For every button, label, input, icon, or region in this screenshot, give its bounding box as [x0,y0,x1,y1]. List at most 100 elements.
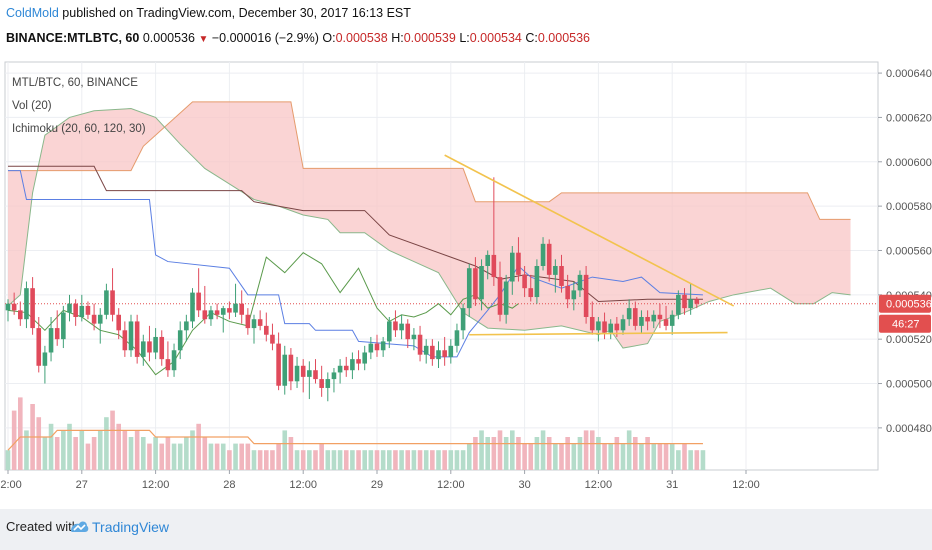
candle-body [5,303,11,311]
candle-body [307,370,312,377]
time-axis[interactable]: 12:00 27 12:00 28 12:00 29 12:00 30 12:00 31 12:00 [0,470,760,491]
volume-bar [282,430,288,470]
high-value: 0.000539 [403,31,456,45]
volume-bar [294,450,300,470]
tradingview-logo-icon[interactable] [68,517,90,537]
volume-bar [423,450,429,470]
author-link[interactable]: ColdMold [6,6,59,20]
last-price-badge [879,294,931,313]
volume-bar [362,450,367,470]
candle-body [128,321,134,351]
trendlines[interactable] [444,154,735,336]
candle-body [61,312,66,340]
candle-body [350,359,355,371]
volume-bar [141,437,146,470]
time-tick-label: 12:00 [142,479,170,491]
price-chart[interactable]: 0.000640 0.000620 0.000600 0.000580 0.000560… [0,0,932,509]
candle-body [282,354,288,386]
candle-body [54,328,60,340]
volume-bar [589,430,595,470]
volume-bar [276,443,281,470]
volume-bar [657,443,663,470]
volume-bar [307,450,312,470]
candle-body [208,310,214,320]
candle-body [18,310,23,320]
candle-body [436,350,441,360]
volume-bar [553,443,558,470]
price-axis[interactable]: 0.000640 0.000620 0.000600 0.000580 0.000560… [878,68,932,435]
volume-bar [79,430,85,470]
candle-body [331,372,337,380]
cloud-fill [8,101,851,349]
legend-ichimoku[interactable]: Ichimoku (20, 60, 120, 30) [12,123,146,135]
candle-body [626,308,632,320]
volume-bar [626,430,632,470]
candle-body [147,341,152,353]
volume-bar [110,410,115,470]
candle-body [633,308,638,326]
volume-bar [522,443,527,470]
legend-volume[interactable]: Vol (20) [12,100,52,112]
volume-bar [73,437,78,470]
volume-bar [202,437,208,470]
volume-bar [676,450,681,470]
candle-body [374,343,380,351]
volume-bar [528,443,534,470]
volume-bar [417,450,423,470]
candle-body [485,254,490,266]
volume-bar [165,437,171,470]
candle-body [239,303,244,315]
volume-bar [485,437,490,470]
volume-bar [196,423,201,470]
candle-body [448,345,454,357]
volume-bar [436,450,441,470]
time-tick-label: 27 [76,479,88,491]
volume-bar [639,443,644,470]
volume-bar [645,437,650,470]
candle-body [251,319,257,329]
candle-body [688,299,693,309]
volume-bar [460,450,466,470]
candle-body [362,352,367,364]
candle-body [220,308,226,315]
volume-bar [546,437,552,470]
volume-bar [245,443,251,470]
high-label: H: [391,31,404,45]
candle-body [257,319,263,326]
volume-bar [534,437,540,470]
candle-body [276,343,281,386]
volume-bar [651,443,657,470]
last-price: 0.000536 [142,31,195,45]
candle-body [42,352,48,366]
candle-body [104,290,109,315]
volume-bar [583,430,589,470]
candle-body [423,345,429,355]
candle-body [583,274,589,317]
chikou-line [7,252,519,376]
candle-body [466,268,472,309]
candle-body [91,314,97,324]
candle-body [393,321,398,331]
candle-body [571,290,577,300]
volume-bar [602,443,607,470]
volume-bar [694,450,700,470]
candle-body [184,321,189,331]
countdown-label: 46:27 [892,319,920,331]
volume-bar [700,450,706,470]
volume-bar [257,450,263,470]
legend-symbol[interactable]: MTL/BTC, 60, BINANCE [12,77,138,89]
created-with-text: Created with [6,519,79,534]
volume-bar [380,450,386,470]
candle-body [134,321,140,357]
volume-bar [36,417,42,470]
candle-body [565,285,570,300]
candle-body [171,350,177,371]
candle-body [540,243,546,266]
candle-body [97,314,103,324]
volume-bar [682,443,687,470]
candle-body [73,303,78,317]
tradingview-brand[interactable]: TradingView [92,519,170,535]
volume-bar [620,443,626,470]
candle-body [676,294,681,315]
volume-bar [442,450,447,470]
